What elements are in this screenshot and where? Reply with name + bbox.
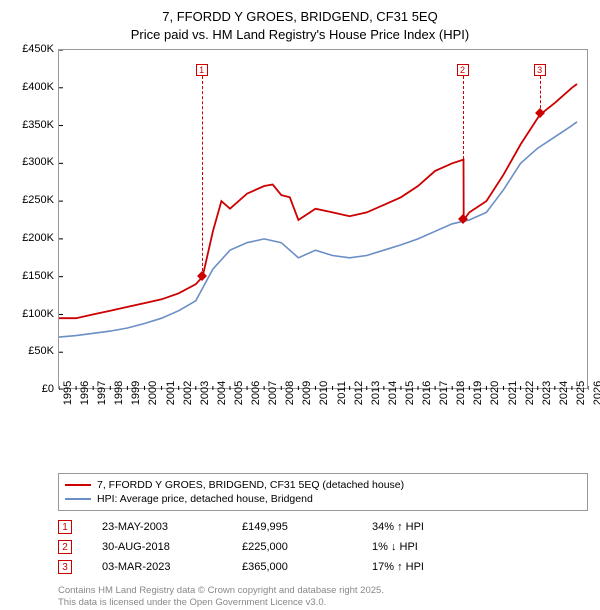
series-line [59,84,577,318]
x-tick-label: 2001 [165,381,177,405]
x-tick-label: 2006 [250,381,262,405]
x-tick-label: 2004 [216,381,228,405]
x-tick-label: 2019 [472,381,484,405]
y-tick-label: £50K [28,345,54,357]
events-table: 1 23-MAY-2003 £149,995 34% ↑ HPI 2 30-AUG-201… [58,517,588,577]
plot-region [58,49,588,389]
event-price: £149,995 [242,521,342,533]
legend-swatch [65,484,91,486]
footer: Contains HM Land Registry data © Crown c… [58,585,588,610]
event-date: 23-MAY-2003 [102,521,212,533]
x-tick-label: 2024 [558,381,570,405]
x-tick-label: 2010 [318,381,330,405]
event-number-box: 1 [58,520,72,534]
title-line-2: Price paid vs. HM Land Registry's House … [131,27,469,42]
legend-item: 7, FFORDD Y GROES, BRIDGEND, CF31 5EQ (d… [65,478,581,492]
y-tick-label: £300K [22,156,54,168]
x-tick-label: 1998 [113,381,125,405]
x-tick-label: 1997 [96,381,108,405]
legend: 7, FFORDD Y GROES, BRIDGEND, CF31 5EQ (d… [58,473,588,511]
chart-area: £0 £50K £100K £150K £200K £250K £300K £350K £400… [12,49,588,429]
marker-box: 1 [196,64,208,76]
x-tick-label: 2020 [489,381,501,405]
y-tick-label: £400K [22,81,54,93]
event-date: 30-AUG-2018 [102,541,212,553]
event-price: £225,000 [242,541,342,553]
legend-item: HPI: Average price, detached house, Brid… [65,492,581,506]
x-tick-label: 2000 [147,381,159,405]
x-tick-label: 2003 [199,381,211,405]
y-tick-label: £250K [22,194,54,206]
marker-box: 3 [534,64,546,76]
x-tick-label: 2017 [438,381,450,405]
event-price: £365,000 [242,561,342,573]
legend-label: HPI: Average price, detached house, Brid… [97,493,313,505]
x-tick-label: 1996 [79,381,91,405]
event-row: 2 30-AUG-2018 £225,000 1% ↓ HPI [58,537,588,557]
x-tick-label: 2016 [421,381,433,405]
x-tick-label: 2002 [182,381,194,405]
event-row: 1 23-MAY-2003 £149,995 34% ↑ HPI [58,517,588,537]
event-hpi: 1% ↓ HPI [372,541,418,553]
x-tick-label: 2008 [284,381,296,405]
event-hpi: 17% ↑ HPI [372,561,424,573]
chart-container: 7, FFORDD Y GROES, BRIDGEND, CF31 5EQ Pr… [0,0,600,590]
x-tick-label: 2005 [233,381,245,405]
x-tick-label: 2012 [353,381,365,405]
x-tick-label: 2013 [370,381,382,405]
x-tick-label: 2025 [575,381,587,405]
x-tick-label: 2023 [541,381,553,405]
event-row: 3 03-MAR-2023 £365,000 17% ↑ HPI [58,557,588,577]
event-number-box: 2 [58,540,72,554]
chart-title: 7, FFORDD Y GROES, BRIDGEND, CF31 5EQ Pr… [12,8,588,43]
x-tick-label: 2021 [507,381,519,405]
event-hpi: 34% ↑ HPI [372,521,424,533]
marker-dash [202,76,203,276]
x-tick-label: 1995 [62,381,74,405]
footer-line-2: This data is licensed under the Open Gov… [58,597,326,608]
x-tick-label: 2015 [404,381,416,405]
title-line-1: 7, FFORDD Y GROES, BRIDGEND, CF31 5EQ [162,9,437,24]
y-tick-label: £100K [22,308,54,320]
legend-label: 7, FFORDD Y GROES, BRIDGEND, CF31 5EQ (d… [97,479,404,491]
marker-box: 2 [457,64,469,76]
x-tick-label: 2009 [301,381,313,405]
event-date: 03-MAR-2023 [102,561,212,573]
x-tick-label: 2018 [455,381,467,405]
y-tick-label: £450K [22,43,54,55]
y-tick-label: £350K [22,119,54,131]
y-tick-label: £0 [42,383,54,395]
x-tick-label: 2014 [387,381,399,405]
x-tick-label: 2022 [524,381,536,405]
legend-swatch [65,498,91,500]
x-tick-label: 2007 [267,381,279,405]
y-tick-label: £200K [22,232,54,244]
plot-svg [59,50,589,390]
y-tick-label: £150K [22,270,54,282]
event-number-box: 3 [58,560,72,574]
x-tick-label: 1999 [130,381,142,405]
x-tick-label: 2026 [592,381,600,405]
footer-line-1: Contains HM Land Registry data © Crown c… [58,585,384,596]
marker-dash [463,76,464,219]
x-tick-label: 2011 [336,381,348,405]
